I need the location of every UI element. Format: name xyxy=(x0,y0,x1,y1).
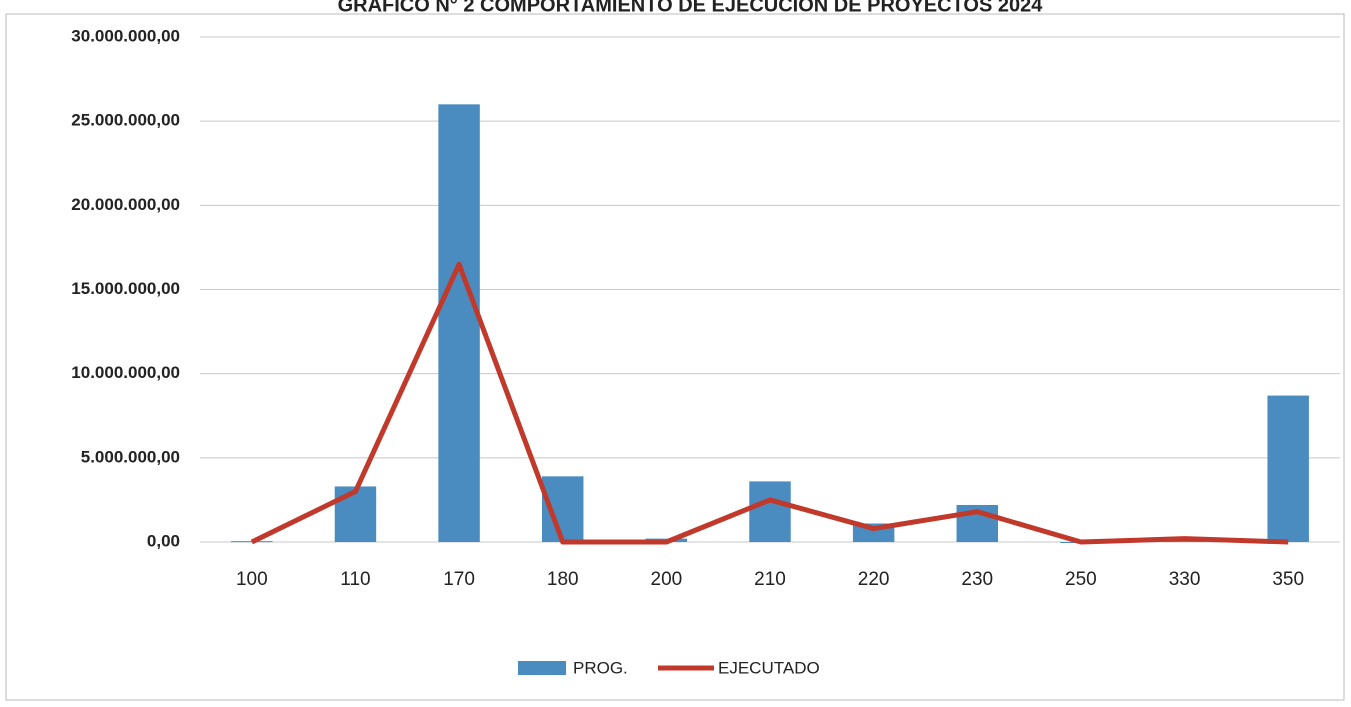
legend-label: PROG. xyxy=(573,658,628,677)
bar xyxy=(335,486,376,542)
y-tick-label: 15.000.000,00 xyxy=(71,279,180,298)
x-tick-label: 230 xyxy=(961,569,993,590)
x-tick-label: 350 xyxy=(1272,569,1304,590)
x-tick-label: 180 xyxy=(547,569,579,590)
x-tick-label: 250 xyxy=(1065,569,1097,590)
legend-swatch xyxy=(518,661,566,675)
y-tick-label: 30.000.000,00 xyxy=(71,26,180,45)
x-tick-label: 200 xyxy=(651,569,683,590)
chart-title: GRÁFICO N° 2 COMPORTAMIENTO DE EJECUCIÓN… xyxy=(338,0,1044,16)
x-tick-label: 110 xyxy=(340,569,370,590)
x-tick-label: 170 xyxy=(443,569,475,590)
x-tick-label: 330 xyxy=(1169,569,1201,590)
bar xyxy=(438,104,479,542)
y-tick-label: 20.000.000,00 xyxy=(71,195,180,214)
bar xyxy=(749,481,790,542)
x-tick-label: 210 xyxy=(754,569,786,590)
chart: GRÁFICO N° 2 COMPORTAMIENTO DE EJECUCIÓN… xyxy=(0,0,1351,707)
y-tick-label: 5.000.000,00 xyxy=(81,447,180,466)
chart-border xyxy=(6,14,1344,700)
legend-label: EJECUTADO xyxy=(718,658,820,677)
y-tick-label: 10.000.000,00 xyxy=(71,363,180,382)
bar xyxy=(1267,396,1308,542)
y-tick-label: 25.000.000,00 xyxy=(71,111,180,130)
x-tick-label: 100 xyxy=(236,569,268,590)
line xyxy=(252,264,1288,542)
x-tick-label: 220 xyxy=(858,569,890,590)
y-tick-label: 0,00 xyxy=(147,531,180,550)
